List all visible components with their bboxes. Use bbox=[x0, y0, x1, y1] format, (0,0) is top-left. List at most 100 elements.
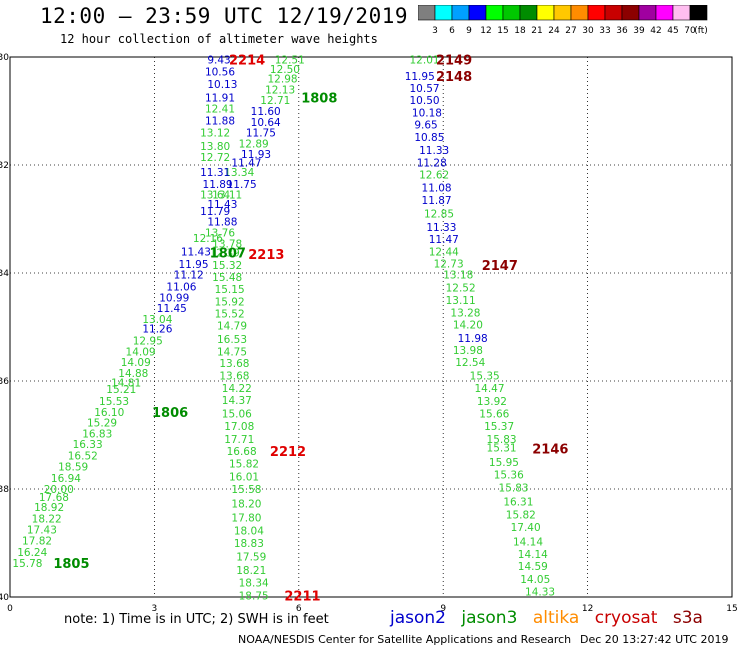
wave-height-point: 12.39 bbox=[210, 247, 240, 259]
wave-height-point: 11.79 bbox=[200, 206, 230, 218]
wave-height-point: 17.71 bbox=[224, 434, 254, 446]
wave-height-point: 11.26 bbox=[142, 324, 172, 336]
pass-time-label: 2213 bbox=[248, 248, 284, 263]
wave-height-point: 12.85 bbox=[424, 209, 454, 221]
wave-height-point: 11.75 bbox=[246, 128, 276, 140]
wave-height-point: 14.33 bbox=[525, 587, 555, 599]
colorbar-label: 24 bbox=[548, 26, 560, 36]
wave-height-point: 13.78 bbox=[212, 238, 242, 250]
wave-height-point: 14.79 bbox=[217, 320, 247, 332]
wave-height-point: 16.31 bbox=[503, 496, 533, 508]
plot-area: 0 3 6 9 12 15 -30 -32 -34 -36 -38 -40 9.43 12.51 12.0… bbox=[0, 53, 738, 612]
legend-cryosat: cryosat bbox=[594, 608, 658, 628]
wave-height-point: 11.75 bbox=[227, 179, 257, 191]
wave-height-point: 13.34 bbox=[224, 167, 254, 179]
pass-time-label: 2149 bbox=[436, 54, 472, 69]
wave-height-point: 16.83 bbox=[82, 428, 112, 440]
wave-height-point: 13.04 bbox=[142, 314, 172, 326]
y-tick-label: -40 bbox=[0, 593, 9, 603]
wave-height-point: 12.44 bbox=[429, 246, 459, 258]
pass-time-label: 1808 bbox=[301, 92, 337, 107]
wave-height-point: 11.88 bbox=[205, 116, 235, 128]
wave-height-point: 13.68 bbox=[219, 358, 249, 370]
colorbar-label: 42 bbox=[650, 26, 661, 36]
y-tick-label: -30 bbox=[0, 53, 9, 63]
wave-height-point: 17.59 bbox=[236, 552, 266, 564]
generated-timestamp: Dec 20 13:27:42 UTC 2019 bbox=[580, 633, 729, 646]
y-tick-label: -38 bbox=[0, 485, 9, 495]
pass-time-label: 1806 bbox=[152, 406, 188, 421]
wave-height-point: 11.91 bbox=[205, 93, 235, 105]
wave-height-point: 15.31 bbox=[487, 442, 517, 454]
wave-height-point: 10.57 bbox=[410, 83, 440, 95]
wave-height-point: 15.53 bbox=[99, 396, 129, 408]
wave-height-point: 15.95 bbox=[489, 457, 519, 469]
wave-height-point: 15.32 bbox=[212, 260, 242, 272]
wave-height-point: 11.06 bbox=[166, 282, 196, 294]
pass-time-label: 2214 bbox=[229, 54, 265, 69]
wave-height-point: 20.00 bbox=[44, 484, 74, 496]
wave-height-point: 15.83 bbox=[487, 434, 517, 446]
colorbar-label: 33 bbox=[599, 26, 610, 36]
pass-time-label: 2147 bbox=[482, 259, 518, 274]
colorbar-label: 39 bbox=[633, 26, 645, 36]
wave-height-point: 17.82 bbox=[22, 535, 52, 547]
wave-height-point: 14.09 bbox=[126, 346, 156, 358]
wave-height-point: 11.60 bbox=[251, 106, 281, 118]
wave-height-point: 18.20 bbox=[231, 499, 261, 511]
wave-height-point: 11.33 bbox=[419, 145, 449, 157]
wave-height-point: 15.83 bbox=[499, 482, 529, 494]
wave-height-point: 13.11 bbox=[212, 190, 242, 202]
wave-height-point: 14.22 bbox=[222, 383, 252, 395]
wave-height-point: 11.89 bbox=[203, 179, 233, 191]
wave-height-point: 11.28 bbox=[417, 157, 447, 169]
wave-height-point: 17.40 bbox=[511, 522, 541, 534]
wave-height-point: 9.43 bbox=[207, 55, 230, 67]
wave-height-point: 18.21 bbox=[236, 565, 266, 577]
wave-height-point: 11.95 bbox=[405, 71, 435, 83]
legend-s3a: s3a bbox=[672, 608, 703, 628]
wave-height-point: 11.43 bbox=[181, 246, 211, 258]
wave-height-point: 15.66 bbox=[479, 408, 509, 420]
wave-height-point: 11.93 bbox=[241, 149, 271, 161]
colorbar-label: 9 bbox=[466, 26, 472, 36]
wave-height-point: 18.83 bbox=[234, 538, 264, 550]
wave-height-point: 15.78 bbox=[12, 558, 42, 570]
legend-jason2: jason2 bbox=[390, 608, 446, 628]
wave-height-point: 18.22 bbox=[32, 514, 62, 526]
colorbar-unit: (ft) bbox=[694, 26, 708, 36]
wave-height-point: 11.12 bbox=[174, 270, 204, 282]
wave-height-point: 16.68 bbox=[227, 446, 257, 458]
y-tick-label: -34 bbox=[0, 269, 9, 279]
wave-height-point: 15.21 bbox=[106, 384, 136, 396]
wave-height-point: 12.62 bbox=[419, 170, 449, 182]
axis-ticks: 0 3 6 9 12 15 -30 -32 -34 -36 -38 -40 bbox=[0, 53, 738, 612]
pass-time-label: 2148 bbox=[436, 70, 472, 85]
wave-height-point: 16.33 bbox=[73, 439, 103, 451]
wave-height-point: 12.71 bbox=[260, 95, 290, 107]
wave-height-point: 18.04 bbox=[234, 526, 264, 538]
satellite-legend: jason2 jason3 altika cryosat s3a bbox=[390, 608, 713, 628]
wave-height-point: 15.15 bbox=[215, 284, 245, 296]
wave-height-point: 16.94 bbox=[51, 473, 81, 485]
wave-height-point: 13.68 bbox=[219, 371, 249, 383]
wave-height-point: 17.80 bbox=[231, 513, 261, 525]
wave-height-point: 14.05 bbox=[520, 574, 550, 586]
wave-height-point: 12.54 bbox=[455, 357, 485, 369]
legend-jason3: jason3 bbox=[461, 608, 518, 628]
colorbar-label: 3 bbox=[432, 26, 438, 36]
footnote: note: 1) Time is in UTC; 2) SWH is in fe… bbox=[64, 612, 329, 627]
color-bar: 3 6 9 12 15 18 21 24 27 30 33 36 39 42 45 70(ft) bbox=[418, 5, 708, 36]
wave-height-point: 16.52 bbox=[68, 451, 98, 463]
wave-height-point: 12.41 bbox=[205, 103, 235, 115]
wave-height-point: 15.92 bbox=[215, 297, 245, 309]
wave-height-point: 12.13 bbox=[265, 84, 295, 96]
wave-height-point: 17.43 bbox=[27, 525, 57, 537]
wave-height-point: 13.28 bbox=[450, 307, 480, 319]
colorbar-label: 6 bbox=[449, 26, 455, 36]
x-tick-label: 3 bbox=[152, 604, 158, 612]
wave-height-point: 14.81 bbox=[111, 378, 141, 390]
wave-height-point: 15.82 bbox=[506, 509, 536, 521]
wave-height-point: 14.47 bbox=[474, 383, 504, 395]
wave-height-point: 12.72 bbox=[200, 152, 230, 164]
